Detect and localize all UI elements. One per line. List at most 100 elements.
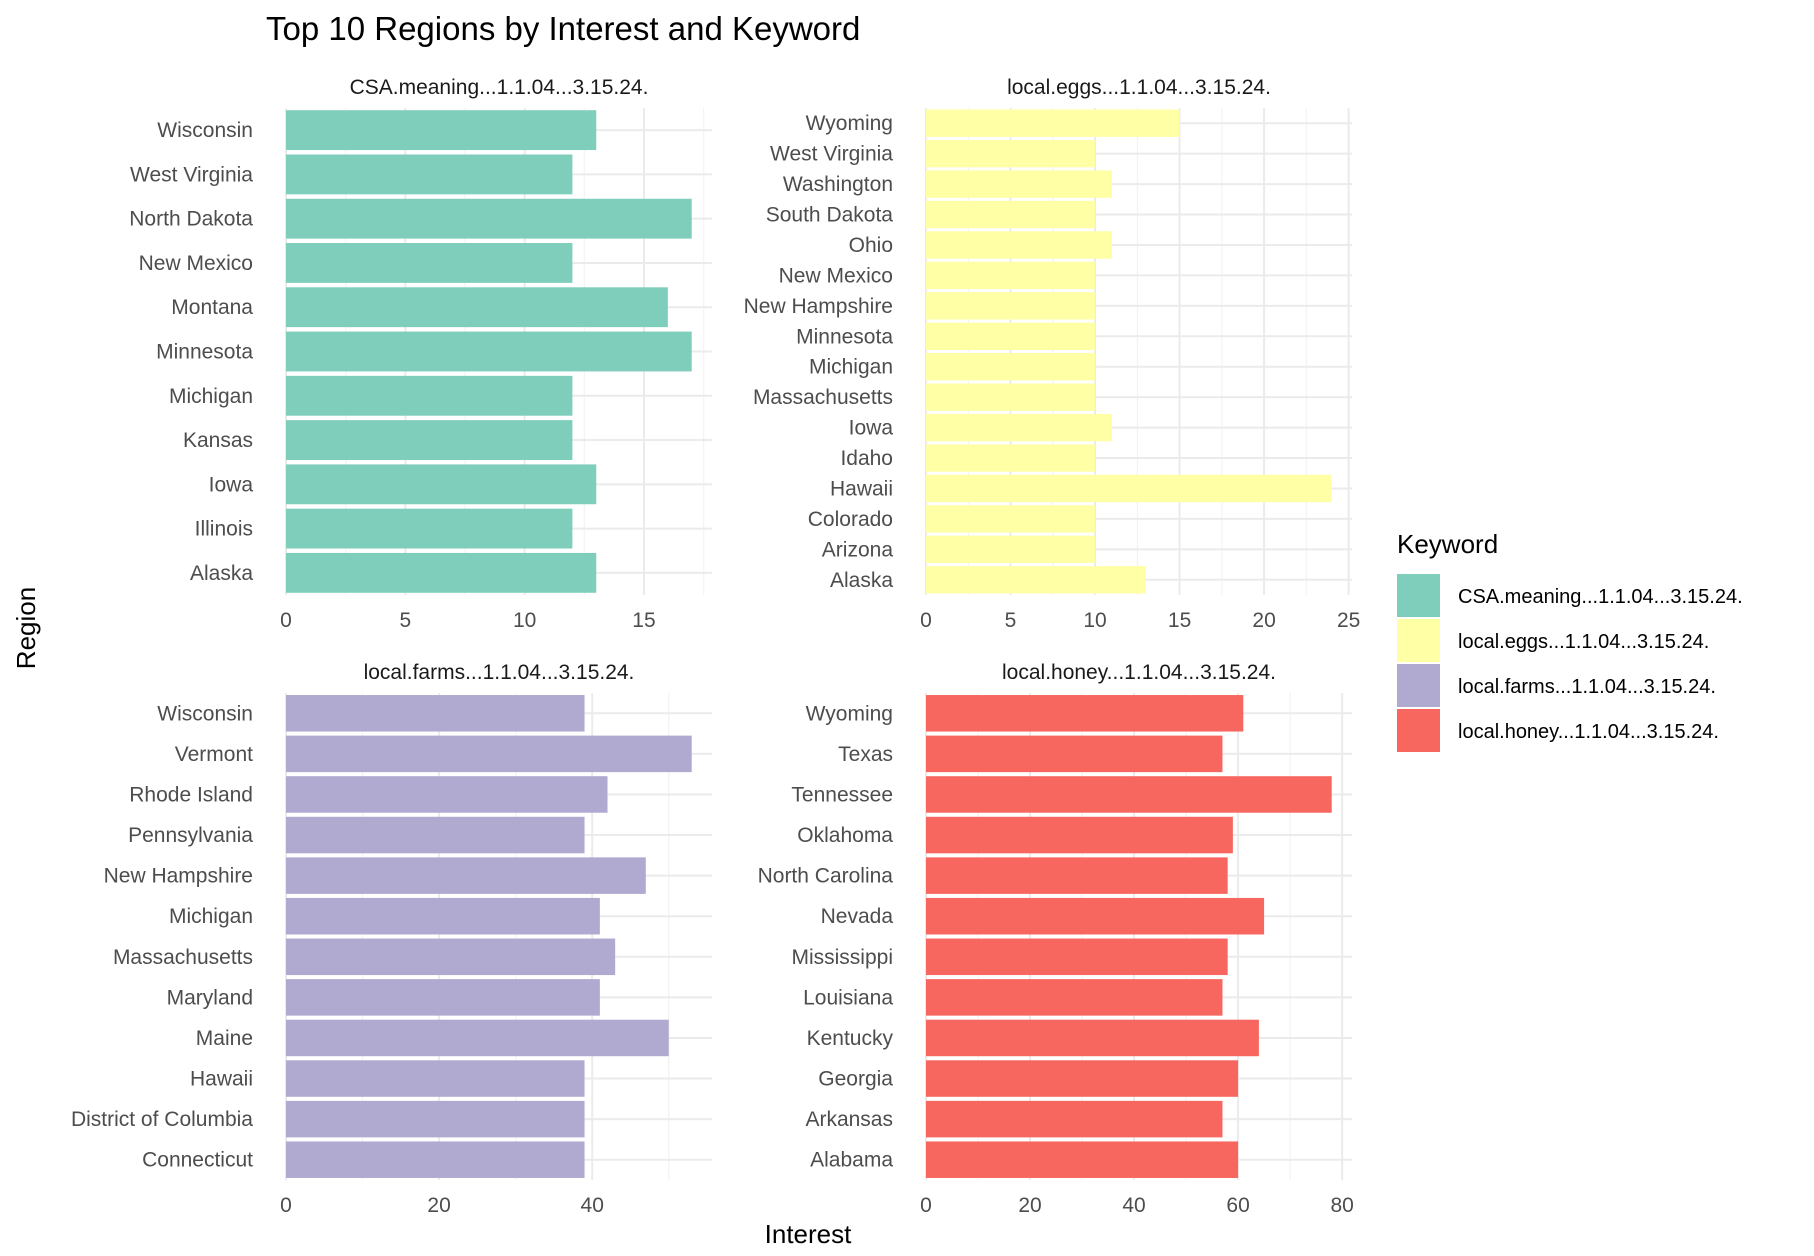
y-tick-label: Pennsylvania	[128, 824, 253, 847]
y-tick-label: Kentucky	[807, 1027, 894, 1050]
legend-swatch	[1397, 664, 1440, 707]
legend-title: Keyword	[1397, 529, 1498, 559]
y-tick-label: Rhode Island	[129, 783, 253, 806]
y-tick-label: Mississippi	[791, 946, 893, 969]
y-tick-label: Idaho	[840, 447, 893, 470]
x-axis-title: Interest	[765, 1219, 852, 1249]
bar-wisconsin	[286, 110, 597, 151]
bar-minnesota	[286, 331, 692, 372]
y-tick-label: Montana	[171, 296, 253, 319]
x-tick-label: 40	[1122, 1194, 1145, 1217]
x-tick-label: 10	[513, 609, 536, 632]
bar-idaho	[926, 444, 1096, 472]
panel-4: local.honey...1.1.04...3.15.24. Wyoming Te…	[758, 661, 1354, 1217]
y-tick-label: New Hampshire	[744, 295, 893, 318]
x-tick-label: 60	[1226, 1194, 1249, 1217]
x-tick-label: 0	[280, 1194, 292, 1217]
bar-north-carolina	[926, 857, 1228, 894]
x-tick-label: 10	[1083, 609, 1106, 632]
bar-pennsylvania	[286, 816, 585, 854]
y-tick-label: Connecticut	[142, 1149, 253, 1172]
legend-item-1: CSA.meaning...1.1.04...3.15.24.	[1397, 574, 1743, 617]
bar-alabama	[926, 1141, 1239, 1178]
bar-connecticut	[286, 1141, 585, 1178]
bar-colorado	[926, 505, 1096, 533]
y-tick-label: Minnesota	[156, 341, 253, 364]
panel-title: CSA.meaning...1.1.04...3.15.24.	[350, 76, 649, 99]
bar-kansas	[286, 420, 573, 460]
y-tick-label: Texas	[838, 743, 893, 766]
legend-items: CSA.meaning...1.1.04...3.15.24. local.egg…	[1397, 574, 1743, 752]
y-tick-label: Wisconsin	[157, 119, 253, 142]
y-tick-label: Alaska	[830, 569, 893, 592]
bar-georgia	[926, 1060, 1239, 1097]
bar-maine	[286, 1019, 669, 1057]
bar-west-virginia	[286, 154, 573, 195]
y-tick-label: Wyoming	[806, 702, 893, 725]
bar-wisconsin	[286, 695, 585, 732]
y-tick-label: Georgia	[818, 1068, 893, 1091]
bar-oklahoma	[926, 816, 1233, 854]
panel-2: local.eggs...1.1.04...3.15.24. Wyoming Wes…	[744, 76, 1361, 632]
y-tick-label: Michigan	[169, 905, 253, 928]
bar-louisiana	[926, 979, 1223, 1016]
bar-massachusetts	[926, 383, 1096, 411]
y-tick-label: Nevada	[821, 905, 894, 928]
facet-panels: CSA.meaning...1.1.04...3.15.24. Wisconsin…	[71, 76, 1360, 1217]
y-tick-label: North Dakota	[129, 208, 253, 231]
bar-iowa	[286, 464, 597, 505]
bar-hawaii	[286, 1060, 585, 1097]
x-tick-label: 15	[632, 609, 655, 632]
y-tick-label: Arkansas	[805, 1108, 893, 1131]
y-tick-label: Illinois	[195, 518, 253, 541]
chart-title: Top 10 Regions by Interest and Keyword	[266, 10, 860, 47]
y-tick-label: Vermont	[175, 743, 253, 766]
legend-swatch	[1397, 709, 1440, 752]
y-tick-label: Tennessee	[791, 783, 893, 806]
y-tick-label: Iowa	[209, 473, 254, 496]
x-tick-label: 20	[1252, 609, 1275, 632]
bar-wyoming	[926, 695, 1244, 732]
bar-south-dakota	[926, 200, 1096, 229]
y-tick-label: New Mexico	[779, 264, 893, 287]
bar-maryland	[286, 979, 600, 1016]
y-tick-label: Wyoming	[806, 112, 893, 135]
x-tick-label: 5	[399, 609, 411, 632]
x-tick-label: 20	[427, 1194, 450, 1217]
y-tick-label: Louisiana	[803, 986, 893, 1009]
y-tick-label: Ohio	[849, 234, 893, 257]
y-tick-label: North Carolina	[758, 865, 894, 888]
bar-kentucky	[926, 1019, 1259, 1057]
legend-swatch	[1397, 574, 1440, 617]
legend-item-3: local.farms...1.1.04...3.15.24.	[1397, 664, 1716, 707]
y-tick-label: Arizona	[822, 538, 894, 561]
y-tick-label: Colorado	[808, 508, 893, 531]
bar-illinois	[286, 508, 573, 549]
bar-massachusetts	[286, 938, 616, 976]
bar-michigan	[286, 897, 600, 935]
panel-title: local.farms...1.1.04...3.15.24.	[364, 661, 635, 684]
bar-new-hampshire	[286, 857, 646, 894]
bar-michigan	[286, 375, 573, 416]
y-tick-label: Washington	[783, 173, 893, 196]
bar-michigan	[926, 353, 1096, 381]
bar-west-virginia	[926, 139, 1096, 168]
y-tick-label: South Dakota	[766, 204, 894, 227]
bar-wyoming	[926, 109, 1180, 137]
y-tick-label: Massachusetts	[113, 946, 253, 969]
panel-3: local.farms...1.1.04...3.15.24. Wisconsin…	[71, 661, 712, 1217]
x-tick-label: 80	[1330, 1194, 1353, 1217]
legend-item-4: local.honey...1.1.04...3.15.24.	[1397, 709, 1719, 752]
y-tick-label: Kansas	[183, 429, 253, 452]
bar-ohio	[926, 231, 1112, 259]
x-tick-label: 0	[280, 609, 292, 632]
y-tick-label: Michigan	[809, 356, 893, 379]
bar-new-mexico	[926, 261, 1096, 290]
legend-label: local.honey...1.1.04...3.15.24.	[1458, 721, 1719, 743]
bar-montana	[286, 287, 668, 328]
y-tick-label: Hawaii	[190, 1068, 253, 1091]
y-tick-label: Oklahoma	[797, 824, 893, 847]
legend: Keyword CSA.meaning...1.1.04...3.15.24. l…	[1397, 529, 1743, 752]
y-tick-label: Hawaii	[830, 477, 893, 500]
